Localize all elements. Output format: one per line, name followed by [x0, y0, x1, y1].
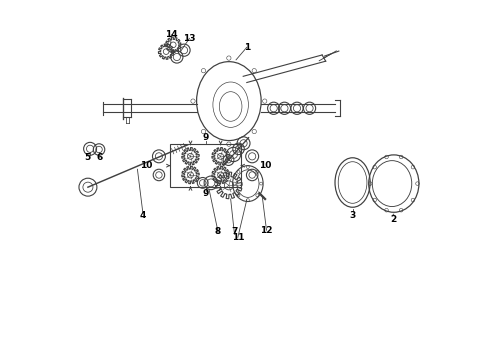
- Bar: [170, 144, 242, 187]
- Text: 5: 5: [84, 153, 90, 162]
- Text: 10: 10: [140, 161, 152, 170]
- Text: 12: 12: [260, 226, 273, 235]
- Text: 8: 8: [215, 228, 221, 237]
- Text: 14: 14: [165, 30, 178, 39]
- Text: 13: 13: [183, 34, 196, 43]
- Text: 1: 1: [244, 43, 250, 52]
- Text: 4: 4: [140, 211, 146, 220]
- Text: 9: 9: [202, 133, 209, 142]
- Text: 7: 7: [231, 228, 238, 237]
- Text: 3: 3: [349, 211, 356, 220]
- Text: 9: 9: [202, 189, 209, 198]
- Text: 6: 6: [97, 153, 103, 162]
- Text: 11: 11: [232, 233, 244, 242]
- Text: 2: 2: [391, 215, 397, 224]
- Text: 10: 10: [259, 161, 271, 170]
